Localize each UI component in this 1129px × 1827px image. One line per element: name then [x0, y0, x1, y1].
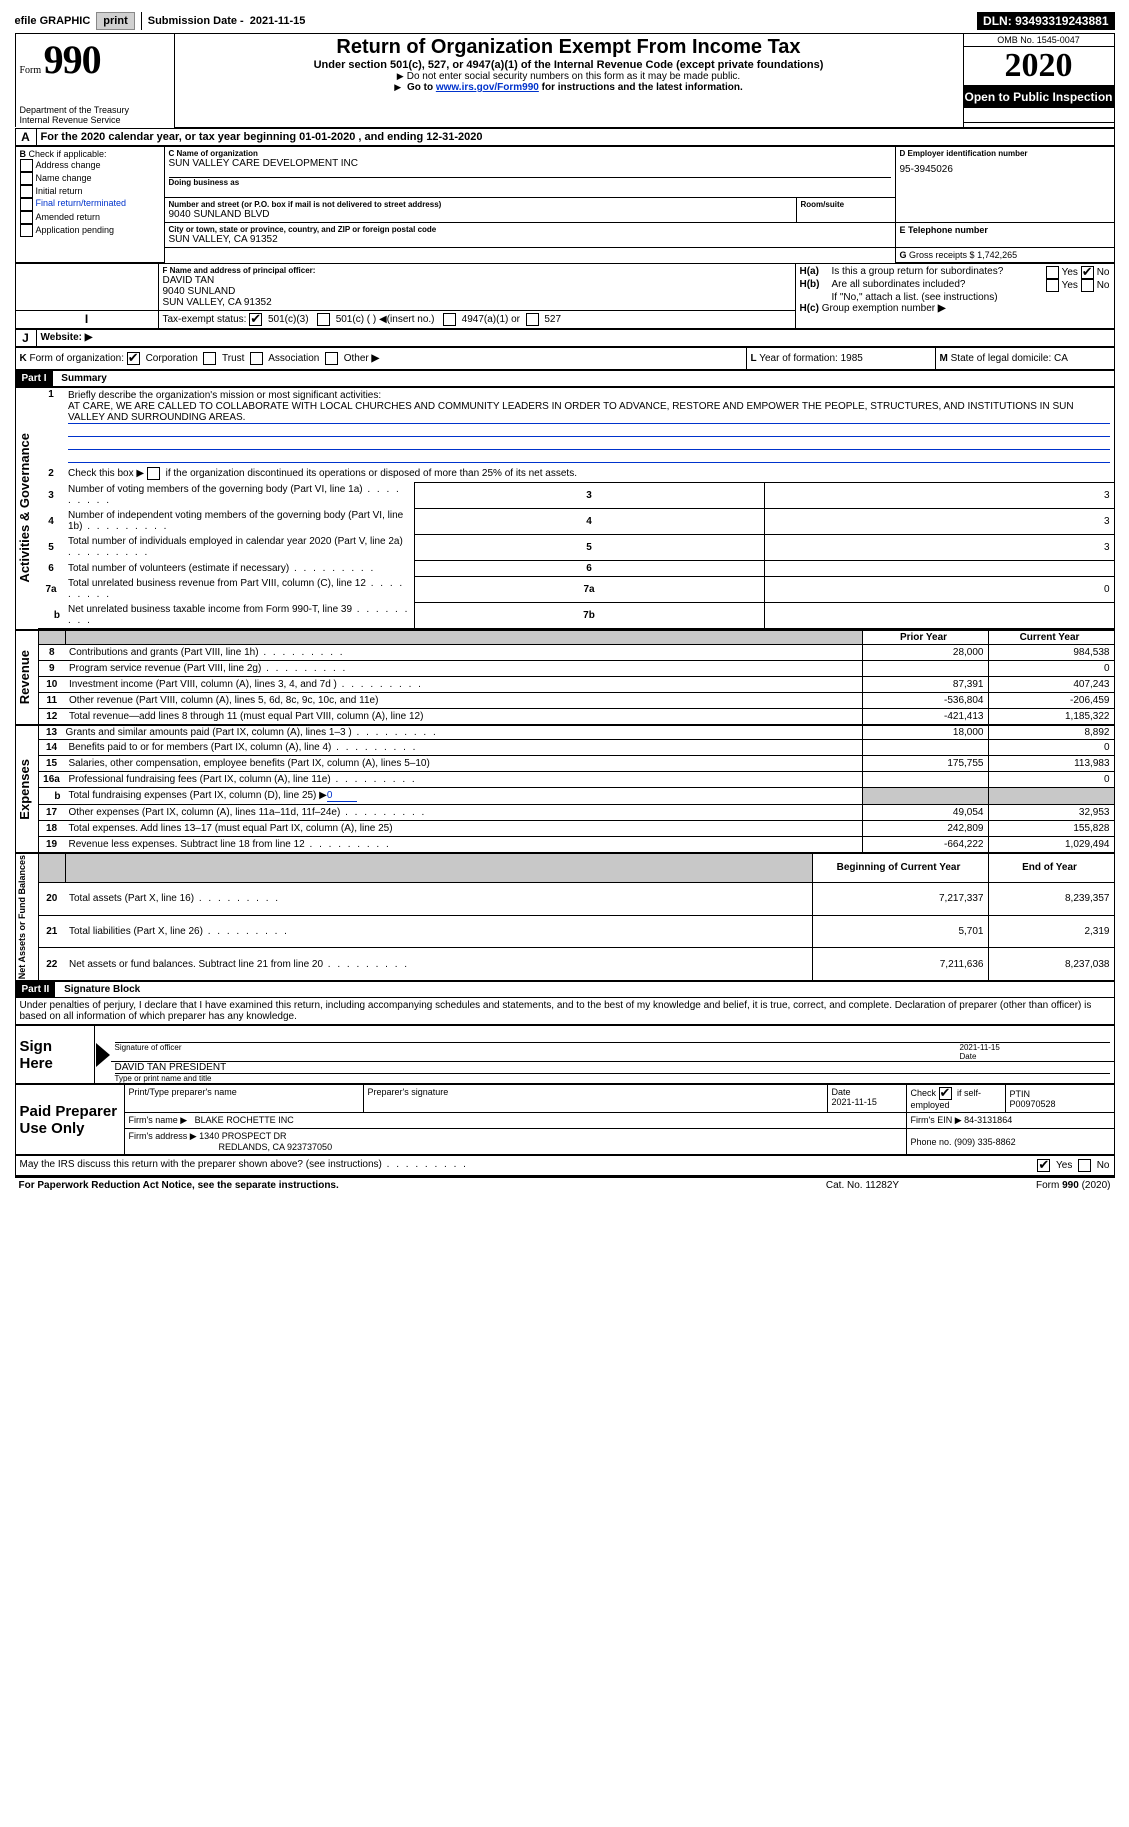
street-address: 9040 SUNLAND BLVD — [169, 209, 792, 220]
top-bar: efile GRAPHIC print Submission Date - 20… — [15, 10, 1115, 32]
rot-expenses: Expenses — [17, 759, 32, 820]
declaration-text: Under penalties of perjury, I declare th… — [15, 998, 1114, 1025]
check-assoc[interactable] — [250, 352, 263, 365]
org-name: SUN VALLEY CARE DEVELOPMENT INC — [169, 158, 891, 169]
check-name-change[interactable] — [20, 172, 33, 185]
check-4947[interactable] — [443, 313, 456, 326]
check-amended[interactable] — [20, 211, 33, 224]
part1-title: Summary — [55, 371, 113, 386]
check-initial-return[interactable] — [20, 185, 33, 198]
dept-treasury: Department of the Treasury — [20, 105, 170, 115]
n22-cy: 8,237,038 — [988, 948, 1114, 981]
part2-title: Signature Block — [58, 982, 146, 997]
officer-name: DAVID TAN — [163, 275, 791, 286]
mission-text: AT CARE, WE ARE CALLED TO COLLABORATE WI… — [68, 401, 1110, 424]
check-discontinued[interactable] — [147, 467, 160, 480]
check-final-return[interactable] — [20, 198, 33, 211]
ha-no[interactable] — [1081, 266, 1094, 279]
part1-header: Part I — [16, 371, 53, 386]
check-501c3[interactable] — [249, 313, 262, 326]
arrow-icon — [96, 1043, 110, 1067]
form-title: Return of Organization Exempt From Incom… — [179, 36, 959, 59]
check-address-change[interactable] — [20, 159, 33, 172]
sign-here-label: Sign Here — [15, 1026, 94, 1084]
submission-label: Submission Date - — [148, 15, 244, 27]
rot-revenue: Revenue — [17, 650, 32, 704]
firm-addr1: 1340 PROSPECT DR — [199, 1131, 286, 1141]
r8-cy: 984,538 — [988, 645, 1114, 661]
dln-box: DLN: 93493319243881 — [977, 12, 1114, 30]
firm-phone: (909) 335-8862 — [954, 1137, 1016, 1147]
submission-date: 2021-11-15 — [250, 15, 306, 27]
print-button[interactable]: print — [96, 12, 134, 30]
pra-notice: For Paperwork Reduction Act Notice, see … — [15, 1177, 769, 1193]
check-corp[interactable] — [127, 352, 140, 365]
rot-netassets: Net Assets or Fund Balances — [17, 855, 27, 979]
sig-date: 2021-11-15 — [960, 1043, 1110, 1052]
prep-date: 2021-11-15 — [832, 1097, 877, 1107]
hb-no[interactable] — [1081, 279, 1094, 292]
check-trust[interactable] — [203, 352, 216, 365]
r12-cy: 1,185,322 — [988, 709, 1114, 725]
state-domicile: CA — [1054, 353, 1068, 364]
hb-yes[interactable] — [1046, 279, 1059, 292]
line5-val: 3 — [764, 534, 1114, 560]
firm-addr2: REDLANDS, CA 923737050 — [129, 1142, 333, 1152]
check-application-pending[interactable] — [20, 224, 33, 237]
ha-yes[interactable] — [1046, 266, 1059, 279]
ssn-note: Do not enter social security numbers on … — [179, 71, 959, 82]
open-inspection: Open to Public Inspection — [964, 86, 1114, 108]
efile-label: efile GRAPHIC — [15, 15, 91, 27]
e19-cy: 1,029,494 — [988, 837, 1114, 853]
irs-label: Internal Revenue Service — [20, 115, 170, 125]
tax-year: 2020 — [964, 47, 1114, 86]
paid-preparer-label: Paid Preparer Use Only — [15, 1085, 124, 1155]
form990-link[interactable]: www.irs.gov/Form990 — [436, 82, 539, 93]
officer-print-name: DAVID TAN PRESIDENT — [115, 1062, 1110, 1074]
city-state-zip: SUN VALLEY, CA 91352 — [169, 234, 891, 245]
irs-discuss-yes[interactable] — [1037, 1159, 1050, 1172]
line3-val: 3 — [764, 482, 1114, 508]
tax-period: For the 2020 calendar year, or tax year … — [36, 128, 1114, 145]
ein: 95-3945026 — [900, 164, 1110, 175]
check-self-employed[interactable] — [939, 1087, 952, 1100]
omb-number: OMB No. 1545-0047 — [964, 34, 1114, 47]
form-990-logo: Form 990 — [20, 36, 170, 83]
rot-activities: Activities & Governance — [17, 433, 32, 583]
irs-discuss-no[interactable] — [1078, 1159, 1091, 1172]
line7a-val: 0 — [764, 576, 1114, 602]
firm-name: BLAKE ROCHETTE INC — [195, 1115, 294, 1125]
firm-ein: 84-3131864 — [964, 1115, 1012, 1125]
may-irs-discuss: May the IRS discuss this return with the… — [20, 1159, 468, 1170]
check-501c[interactable] — [317, 313, 330, 326]
box-b-label: Check if applicable: — [29, 149, 107, 159]
part2-header: Part II — [16, 982, 56, 997]
gross-receipts: 1,742,265 — [977, 250, 1017, 260]
check-other[interactable] — [325, 352, 338, 365]
year-formation: 1985 — [841, 353, 863, 364]
form-subtitle: Under section 501(c), 527, or 4947(a)(1)… — [179, 59, 959, 71]
goto-note: Go to www.irs.gov/Form990 for instructio… — [179, 82, 959, 93]
ptin: P00970528 — [1010, 1099, 1056, 1109]
check-527[interactable] — [526, 313, 539, 326]
cat-no: Cat. No. 11282Y — [769, 1177, 957, 1193]
line4-val: 3 — [764, 508, 1114, 534]
